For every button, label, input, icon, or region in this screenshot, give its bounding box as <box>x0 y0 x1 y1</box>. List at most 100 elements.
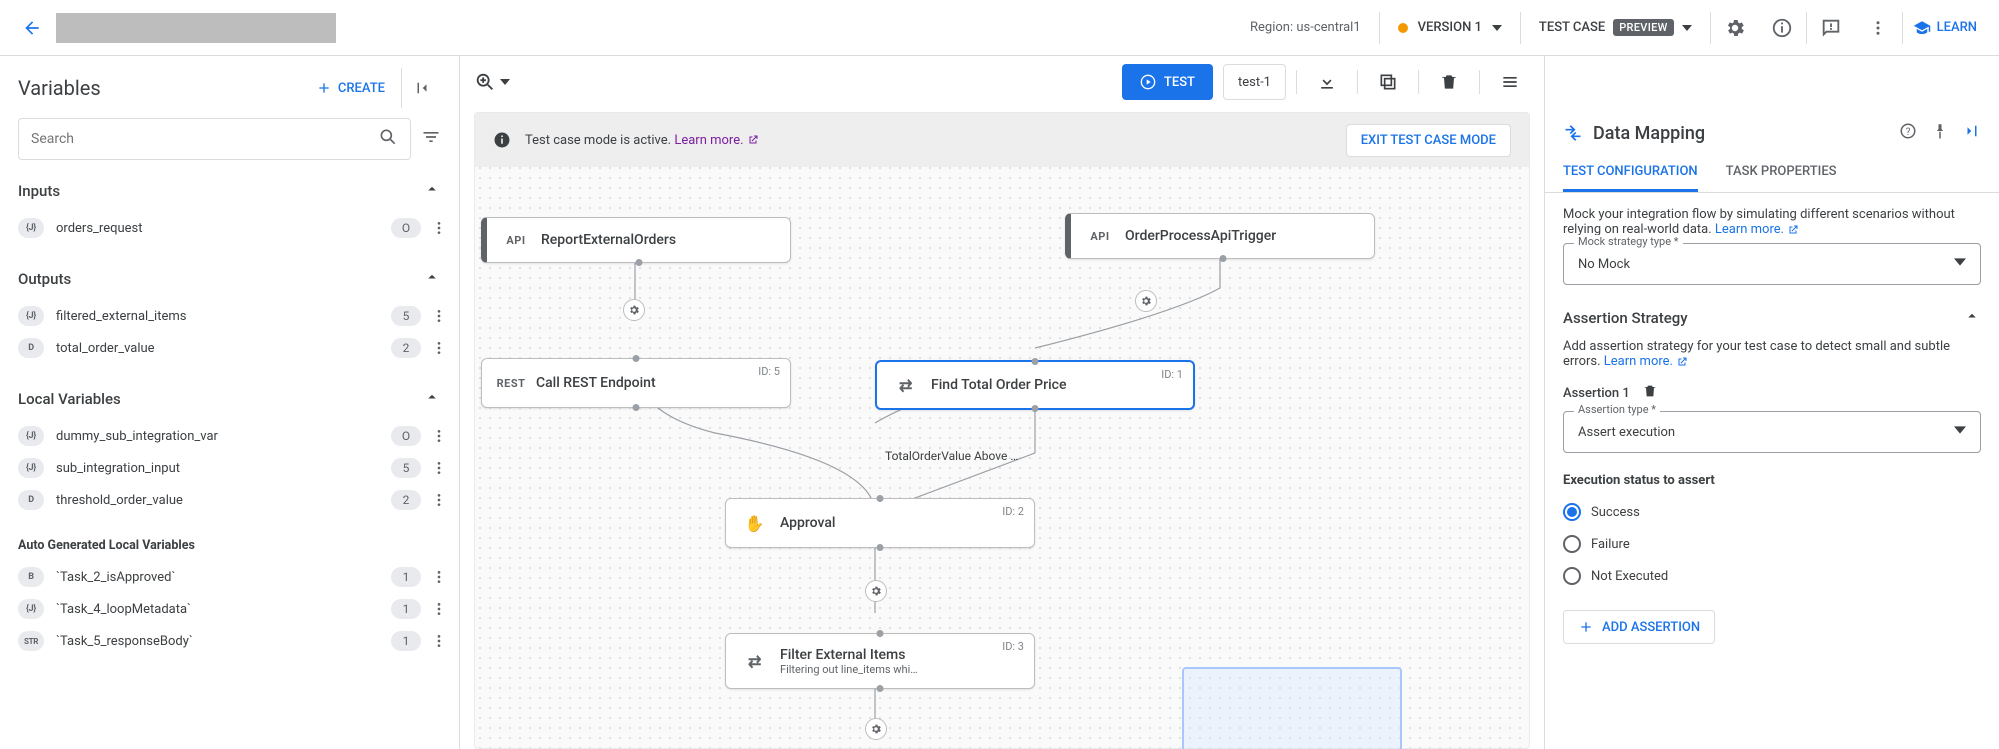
chevron-up-icon <box>1963 307 1981 329</box>
type-badge: {J} <box>18 426 44 446</box>
variable-row[interactable]: B `Task_2_isApproved` 1 <box>18 561 451 593</box>
task-node-filter[interactable]: ⇄ Filter External Items Filtering out li… <box>725 633 1035 689</box>
task-node-approval[interactable]: ✋ Approval ID: 2 <box>725 498 1035 548</box>
task-node-find-total[interactable]: ⇄ Find Total Order Price ID: 1 <box>875 360 1195 410</box>
expand-button[interactable] <box>1963 122 1981 144</box>
edge-settings-button[interactable] <box>623 299 645 321</box>
gear-icon <box>1140 295 1152 307</box>
task-node-rest[interactable]: REST Call REST Endpoint ID: 5 <box>481 358 791 408</box>
mock-strategy-select[interactable]: Mock strategy type * No Mock <box>1563 243 1981 285</box>
inputs-list: {J} orders_request O <box>0 212 459 258</box>
test-name-display[interactable]: test-1 <box>1223 64 1286 100</box>
edge-settings-button[interactable] <box>865 580 887 602</box>
tab-task-properties[interactable]: TASK PROPERTIES <box>1726 154 1837 192</box>
radio-not-executed[interactable]: Not Executed <box>1563 560 1981 592</box>
search-input[interactable] <box>31 131 378 147</box>
row-menu-button[interactable] <box>427 340 451 356</box>
exit-test-mode-button[interactable]: EXIT TEST CASE MODE <box>1346 124 1511 157</box>
radio-failure[interactable]: Failure <box>1563 528 1981 560</box>
section-locals-header[interactable]: Local Variables <box>0 378 459 420</box>
radio-success[interactable]: Success <box>1563 496 1981 528</box>
testcase-selector[interactable]: TEST CASE PREVIEW <box>1521 12 1711 44</box>
zoom-button[interactable] <box>474 71 510 93</box>
menu-button[interactable] <box>1490 64 1530 100</box>
type-badge: STR <box>18 631 44 651</box>
delete-assertion-button[interactable] <box>1642 383 1658 403</box>
variable-row[interactable]: STR `Task_5_responseBody` 1 <box>18 625 451 657</box>
section-inputs-header[interactable]: Inputs <box>0 170 459 212</box>
row-menu-button[interactable] <box>427 633 451 649</box>
row-menu-button[interactable] <box>427 428 451 444</box>
variable-row[interactable]: {J} dummy_sub_integration_var O <box>18 420 451 452</box>
search-input-container[interactable] <box>18 118 411 160</box>
flow-canvas[interactable]: Test case mode is active. Learn more. EX… <box>474 112 1530 749</box>
node-label: Approval <box>780 515 835 531</box>
version-selector[interactable]: VERSION 1 <box>1380 12 1521 44</box>
edge-settings-button[interactable] <box>1135 290 1157 312</box>
datamap-icon: ⇄ <box>740 652 770 671</box>
variable-row[interactable]: {J} filtered_external_items 5 <box>18 300 451 332</box>
filter-button[interactable] <box>421 127 441 151</box>
delete-button[interactable] <box>1429 64 1469 100</box>
learn-more-link[interactable]: Learn more. <box>674 133 743 148</box>
row-menu-button[interactable] <box>427 601 451 617</box>
edge-settings-button[interactable] <box>865 718 887 740</box>
variable-row[interactable]: D total_order_value 2 <box>18 332 451 364</box>
assertion-type-select[interactable]: Assertion type * Assert execution <box>1563 411 1981 453</box>
download-button[interactable] <box>1307 64 1347 100</box>
row-menu-button[interactable] <box>427 569 451 585</box>
assertion-learn-more-link[interactable]: Learn more. <box>1604 354 1673 369</box>
row-menu-button[interactable] <box>427 460 451 476</box>
row-menu-button[interactable] <box>427 492 451 508</box>
section-outputs-header[interactable]: Outputs <box>0 258 459 300</box>
arrow-back-icon <box>22 18 42 38</box>
locals-list: {J} dummy_sub_integration_var O {J} sub_… <box>0 420 459 530</box>
rest-icon: REST <box>496 377 526 390</box>
create-variable-button[interactable]: CREATE <box>306 74 395 102</box>
assertion-description: Add assertion strategy for your test cas… <box>1563 339 1981 369</box>
caret-down-icon <box>1492 23 1502 33</box>
field-label: Mock strategy type * <box>1574 235 1683 248</box>
trigger-node-orderprocess[interactable]: API OrderProcessApiTrigger <box>1065 213 1375 259</box>
variable-row[interactable]: D threshold_order_value 2 <box>18 484 451 516</box>
gear-icon <box>870 585 882 597</box>
collapse-sidebar-button[interactable] <box>401 68 441 108</box>
preview-badge: PREVIEW <box>1613 19 1673 36</box>
more-vert-icon <box>431 340 447 356</box>
info-button[interactable] <box>1759 12 1807 44</box>
variable-row[interactable]: {J} orders_request O <box>18 212 451 244</box>
more-button[interactable] <box>1855 12 1903 44</box>
autogen-list: B `Task_2_isApproved` 1 {J} `Task_4_loop… <box>0 561 459 671</box>
mock-learn-more-link[interactable]: Learn more. <box>1715 222 1784 237</box>
edge-label: TotalOrderValue Above … <box>885 449 1018 463</box>
learn-button[interactable]: LEARN <box>1903 19 1987 37</box>
gear-icon <box>628 304 640 316</box>
section-autogen-header: Auto Generated Local Variables <box>0 530 459 561</box>
variable-row[interactable]: {J} sub_integration_input 5 <box>18 452 451 484</box>
usage-count: 2 <box>391 338 421 358</box>
assertion-section-header[interactable]: Assertion Strategy <box>1563 307 1981 329</box>
help-button[interactable]: ? <box>1899 122 1917 144</box>
caret-down-icon <box>1682 23 1692 33</box>
usage-count: 5 <box>391 458 421 478</box>
collapse-left-icon <box>413 79 431 97</box>
back-button[interactable] <box>12 8 52 48</box>
row-menu-button[interactable] <box>427 220 451 236</box>
help-icon: ? <box>1899 122 1917 140</box>
pin-button[interactable] <box>1931 122 1949 144</box>
create-label: CREATE <box>338 81 385 96</box>
testcase-label: TEST CASE <box>1539 20 1605 35</box>
more-vert-icon <box>431 492 447 508</box>
variable-row[interactable]: {J} `Task_4_loopMetadata` 1 <box>18 593 451 625</box>
feedback-button[interactable] <box>1807 8 1855 48</box>
tab-test-config[interactable]: TEST CONFIGURATION <box>1563 154 1698 192</box>
variable-name: `Task_2_isApproved` <box>56 570 391 585</box>
row-menu-button[interactable] <box>427 308 451 324</box>
settings-button[interactable] <box>1711 8 1759 48</box>
run-test-button[interactable]: TEST <box>1122 64 1213 100</box>
add-assertion-button[interactable]: ADD ASSERTION <box>1563 610 1715 644</box>
type-badge: D <box>18 490 44 510</box>
trigger-node-report[interactable]: API ReportExternalOrders <box>481 217 791 263</box>
selection-box <box>1182 667 1402 749</box>
copy-button[interactable] <box>1368 64 1408 100</box>
